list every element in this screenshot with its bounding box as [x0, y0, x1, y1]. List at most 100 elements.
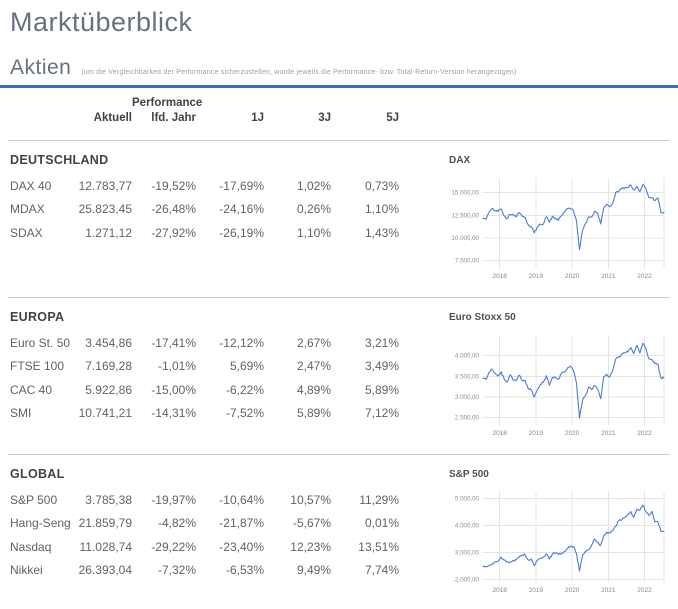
- svg-text:2019: 2019: [529, 430, 544, 437]
- svg-text:2.500,00: 2.500,00: [455, 415, 480, 422]
- table-cell: -21,87%: [219, 516, 264, 531]
- column-group-header: Performance: [132, 97, 203, 109]
- column-header-3j: 3J: [318, 112, 331, 124]
- section-title: Aktien: [10, 56, 72, 79]
- sp500-line-chart: 5.000,00 4.000,00 3.000,00 2.000,00 2018 2019…: [455, 492, 665, 594]
- chart-title-sp500: S&P 500: [449, 469, 489, 480]
- index-name: Nasdaq: [10, 539, 52, 554]
- svg-text:2021: 2021: [601, 430, 616, 437]
- table-cell: -19,97%: [151, 492, 196, 507]
- svg-text:3.500,00: 3.500,00: [455, 373, 480, 380]
- index-table: S&P 500 3.785,38 -19,97% -10,64% 10,57% 11,29…: [10, 488, 409, 582]
- table-cell: -24,16%: [219, 202, 264, 217]
- table-cell: 1,10%: [364, 202, 399, 217]
- svg-text:3.000,00: 3.000,00: [455, 394, 480, 401]
- table-cell: 10,57%: [290, 492, 331, 507]
- index-name: FTSE 100: [10, 359, 65, 374]
- table-row: Hang-Seng 21.859,79 -4,82% -21,87% -5,67% 0,0…: [10, 512, 409, 536]
- table-cell: 11,29%: [359, 492, 399, 507]
- table-row: SDAX 1.271,12 -27,92% -26,19% 1,10% 1,43%: [10, 221, 409, 245]
- table-row: Nikkei 26.393,04 -7,32% -6,53% 9,49% 7,74%: [10, 559, 409, 583]
- svg-text:2022: 2022: [637, 430, 652, 437]
- table-cell: -17,41%: [151, 335, 196, 350]
- column-header-1j: 1J: [251, 112, 264, 124]
- svg-text:2019: 2019: [529, 273, 544, 280]
- table-cell: 0,26%: [296, 202, 331, 217]
- table-cell: 11.028,74: [79, 539, 133, 554]
- table-row: CAC 40 5.922,86 -15,00% -6,22% 4,89% 5,89%: [10, 378, 409, 402]
- table-cell: -12,12%: [219, 335, 264, 350]
- table-cell: 1,02%: [296, 178, 331, 193]
- table-cell: -4,82%: [157, 516, 196, 531]
- table-cell: 7,74%: [364, 563, 399, 578]
- table-cell: -5,67%: [292, 516, 331, 531]
- table-cell: 3.454,86: [85, 335, 132, 350]
- table-cell: 12,23%: [290, 539, 331, 554]
- svg-text:2020: 2020: [565, 587, 580, 594]
- table-cell: -7,52%: [225, 406, 264, 421]
- section-divider: [8, 454, 670, 455]
- index-name: S&P 500: [10, 492, 58, 507]
- table-cell: -27,92%: [151, 225, 196, 240]
- svg-text:5.000,00: 5.000,00: [455, 496, 480, 503]
- table-cell: 3.785,38: [85, 492, 132, 507]
- section-header: Aktien (um die Vergleichbarkeit der Perf…: [10, 56, 668, 80]
- svg-text:2020: 2020: [565, 430, 580, 437]
- group-title: EUROPA: [10, 310, 65, 324]
- table-cell: -23,40%: [219, 539, 264, 554]
- table-cell: 0,01%: [364, 516, 399, 531]
- index-name: DAX 40: [10, 178, 52, 193]
- table-cell: 25.823,45: [78, 202, 132, 217]
- index-name: Hang-Seng: [10, 516, 71, 531]
- table-cell: 13,51%: [358, 539, 399, 554]
- svg-text:15.000,00: 15.000,00: [451, 190, 479, 197]
- table-cell: 2,67%: [296, 335, 331, 350]
- chart-title-dax: DAX: [449, 155, 471, 166]
- table-cell: -26,19%: [219, 225, 264, 240]
- table-row: FTSE 100 7.169,28 -1,01% 5,69% 2,47% 3,49%: [10, 355, 409, 379]
- table-cell: 5,89%: [296, 406, 331, 421]
- table-cell: 26.393,04: [78, 563, 132, 578]
- column-header-lfd-jahr: lfd. Jahr: [151, 112, 196, 124]
- table-cell: 4,89%: [296, 382, 331, 397]
- svg-text:2.000,00: 2.000,00: [455, 576, 480, 583]
- table-row: SMI 10.741,21 -14,31% -7,52% 5,89% 7,12%: [10, 402, 409, 426]
- table-header: Performance Aktuell lfd. Jahr 1J 3J 5J: [10, 97, 668, 132]
- section-deutschland: DEUTSCHLAND DAX 40 12.783,77 -19,52% -17,69…: [10, 141, 668, 289]
- svg-text:2021: 2021: [601, 587, 616, 594]
- euro-stoxx-line-chart: 4.000,00 3.500,00 3.000,00 2.500,00 2018 2019…: [455, 335, 665, 437]
- svg-text:10.000,00: 10.000,00: [451, 235, 479, 242]
- table-cell: 2,47%: [296, 359, 331, 374]
- table-cell: -6,22%: [225, 382, 264, 397]
- chart-title-euro-stoxx: Euro Stoxx 50: [449, 312, 516, 323]
- table-cell: 3,49%: [364, 359, 399, 374]
- svg-text:7.500,00: 7.500,00: [455, 258, 480, 265]
- column-header-aktuell: Aktuell: [93, 112, 132, 124]
- group-title: DEUTSCHLAND: [10, 153, 109, 167]
- table-row: Nasdaq 11.028,74 -29,22% -23,40% 12,23% 13,51…: [10, 535, 409, 559]
- table-cell: 1,10%: [296, 225, 331, 240]
- table-cell: 5,69%: [229, 359, 264, 374]
- index-name: SMI: [10, 406, 32, 421]
- table-cell: -14,31%: [151, 406, 196, 421]
- svg-text:2020: 2020: [565, 273, 580, 280]
- table-row: DAX 40 12.783,77 -19,52% -17,69% 1,02% 0,73%: [10, 174, 409, 198]
- svg-text:4.000,00: 4.000,00: [455, 523, 480, 530]
- svg-text:2018: 2018: [492, 587, 507, 594]
- index-table: Euro St. 50 3.454,86 -17,41% -12,12% 2,67% 3,…: [10, 331, 409, 425]
- accent-rule: [0, 85, 678, 88]
- svg-text:2019: 2019: [529, 587, 544, 594]
- table-row: S&P 500 3.785,38 -19,97% -10,64% 10,57% 11,29…: [10, 488, 409, 512]
- section-global: GLOBAL S&P 500 3.785,38 -19,97% -10,64% 10,5…: [10, 455, 668, 609]
- svg-text:2018: 2018: [492, 273, 507, 280]
- index-name: SDAX: [10, 225, 43, 240]
- table-cell: 0,73%: [364, 178, 399, 193]
- table-cell: -29,22%: [151, 539, 196, 554]
- table-cell: 21.859,79: [78, 516, 132, 531]
- table-cell: -26,48%: [151, 202, 196, 217]
- column-header-5j: 5J: [386, 112, 399, 124]
- table-cell: -19,52%: [151, 178, 196, 193]
- index-name: MDAX: [10, 202, 45, 217]
- index-table: DAX 40 12.783,77 -19,52% -17,69% 1,02% 0,73% M…: [10, 174, 409, 245]
